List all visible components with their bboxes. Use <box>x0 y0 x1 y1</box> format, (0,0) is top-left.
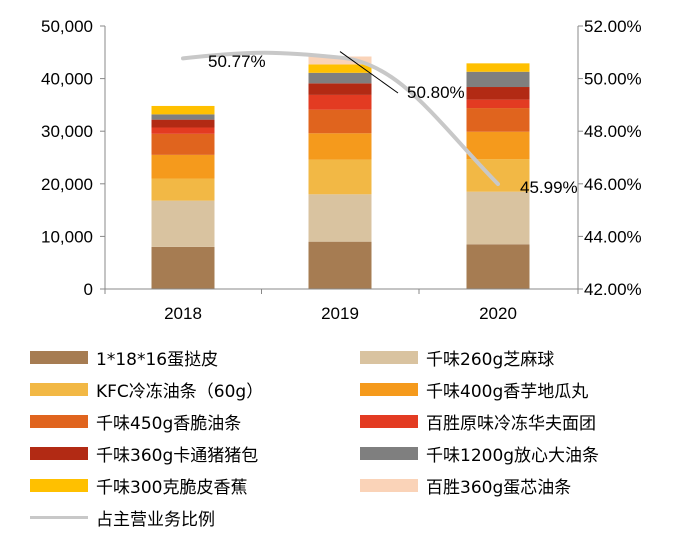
legend-item: 千味450g香脆油条 <box>30 409 241 434</box>
legend-label: 占主营业务比例 <box>96 510 215 530</box>
bar-segment <box>466 87 530 100</box>
legend-label: 百胜原味冷冻华夫面团 <box>426 414 596 434</box>
legend-swatch <box>360 479 418 492</box>
bar-segment <box>308 64 372 73</box>
bar-segment <box>151 246 215 289</box>
bar-segment <box>466 63 530 72</box>
bar-segment <box>151 119 215 128</box>
x-tick-label: 2018 <box>164 304 202 323</box>
legend-label: KFC冷冻油条（60g） <box>96 382 264 402</box>
legend-label: 百胜360g蛋芯油条 <box>426 478 572 498</box>
bar-segment <box>308 109 372 134</box>
legend-item: 百胜原味冷冻华夫面团 <box>360 409 596 434</box>
bar-segment <box>466 191 530 245</box>
right-tick-label: 50.00% <box>584 70 642 89</box>
legend-swatch <box>30 351 88 364</box>
bar-segment <box>151 154 215 179</box>
bar-segment <box>151 178 215 201</box>
left-tick-label: 50,000 <box>41 17 93 36</box>
axes-group: 0 10,000 20,000 30,000 40,000 50,000 42.00% 44.… <box>41 17 642 323</box>
ratio-line-group: 50.77% 50.80% 45.99% <box>181 50 578 197</box>
right-tick-label: 44.00% <box>584 227 642 246</box>
legend-item: 占主营业务比例 <box>30 505 215 530</box>
bar-segment <box>151 114 215 120</box>
bar-segment <box>466 244 530 289</box>
bar-segment <box>151 200 215 247</box>
leader-line <box>339 51 399 94</box>
bar-segment <box>151 133 215 155</box>
right-tick-label: 46.00% <box>584 175 642 194</box>
bar-segment <box>308 94 372 110</box>
bar-segment <box>151 127 215 134</box>
left-tick-label: 40,000 <box>41 70 93 89</box>
legend-line-swatch <box>30 516 88 519</box>
data-label: 50.80% <box>407 83 465 102</box>
bar-segment <box>151 105 215 115</box>
x-tick-label: 2019 <box>321 304 359 323</box>
data-label: 50.77% <box>208 52 266 71</box>
legend-label: 1*18*16蛋挞皮 <box>96 350 219 370</box>
legend-label: 千味450g香脆油条 <box>96 414 242 434</box>
bar-segment <box>466 131 530 160</box>
bar-segment <box>308 72 372 84</box>
bar-segment <box>466 108 530 132</box>
legend-item: 千味260g芝麻球 <box>360 345 554 370</box>
legend-item: 千味360g卡通猪猪包 <box>30 441 258 466</box>
bar-segment <box>308 83 372 95</box>
legend-label: 千味300克脆皮香蕉 <box>96 478 248 498</box>
legend-item: 千味300克脆皮香蕉 <box>30 473 247 498</box>
legend-swatch <box>30 383 88 396</box>
bar-segment <box>308 241 372 289</box>
bar-segment <box>308 159 372 195</box>
legend-label: 千味360g卡通猪猪包 <box>96 446 259 466</box>
left-tick-label: 10,000 <box>41 227 93 246</box>
bar-segment <box>308 56 372 65</box>
left-tick-label: 0 <box>84 280 93 299</box>
legend-label: 千味400g香芋地瓜丸 <box>426 382 589 402</box>
left-tick-label: 30,000 <box>41 122 93 141</box>
legend-item: KFC冷冻油条（60g） <box>30 377 263 402</box>
legend-item: 千味400g香芋地瓜丸 <box>360 377 588 402</box>
chart-canvas: 0 10,000 20,000 30,000 40,000 50,000 42.00% 44.… <box>41 17 642 323</box>
legend-item: 1*18*16蛋挞皮 <box>30 345 218 370</box>
legend-swatch <box>30 415 88 428</box>
right-tick-label: 42.00% <box>584 280 642 299</box>
data-label: 45.99% <box>520 178 578 197</box>
legend-swatch <box>360 351 418 364</box>
legend-label: 千味1200g放心大油条 <box>426 446 600 466</box>
bar-segment <box>466 99 530 109</box>
legend-swatch <box>360 415 418 428</box>
right-tick-label: 48.00% <box>584 122 642 141</box>
bar-segment <box>308 194 372 242</box>
bar-segment <box>308 133 372 160</box>
legend-item: 千味1200g放心大油条 <box>360 441 599 466</box>
legend-swatch <box>30 447 88 460</box>
legend-label: 千味260g芝麻球 <box>426 350 555 370</box>
legend-swatch <box>360 383 418 396</box>
legend-swatch <box>360 447 418 460</box>
legend-item: 百胜360g蛋芯油条 <box>360 473 571 498</box>
bar-segment <box>466 71 530 88</box>
right-tick-label: 52.00% <box>584 17 642 36</box>
ratio-line <box>181 50 500 187</box>
bars-group <box>151 56 530 289</box>
left-tick-label: 20,000 <box>41 175 93 194</box>
x-tick-label: 2020 <box>479 304 517 323</box>
legend-swatch <box>30 479 88 492</box>
